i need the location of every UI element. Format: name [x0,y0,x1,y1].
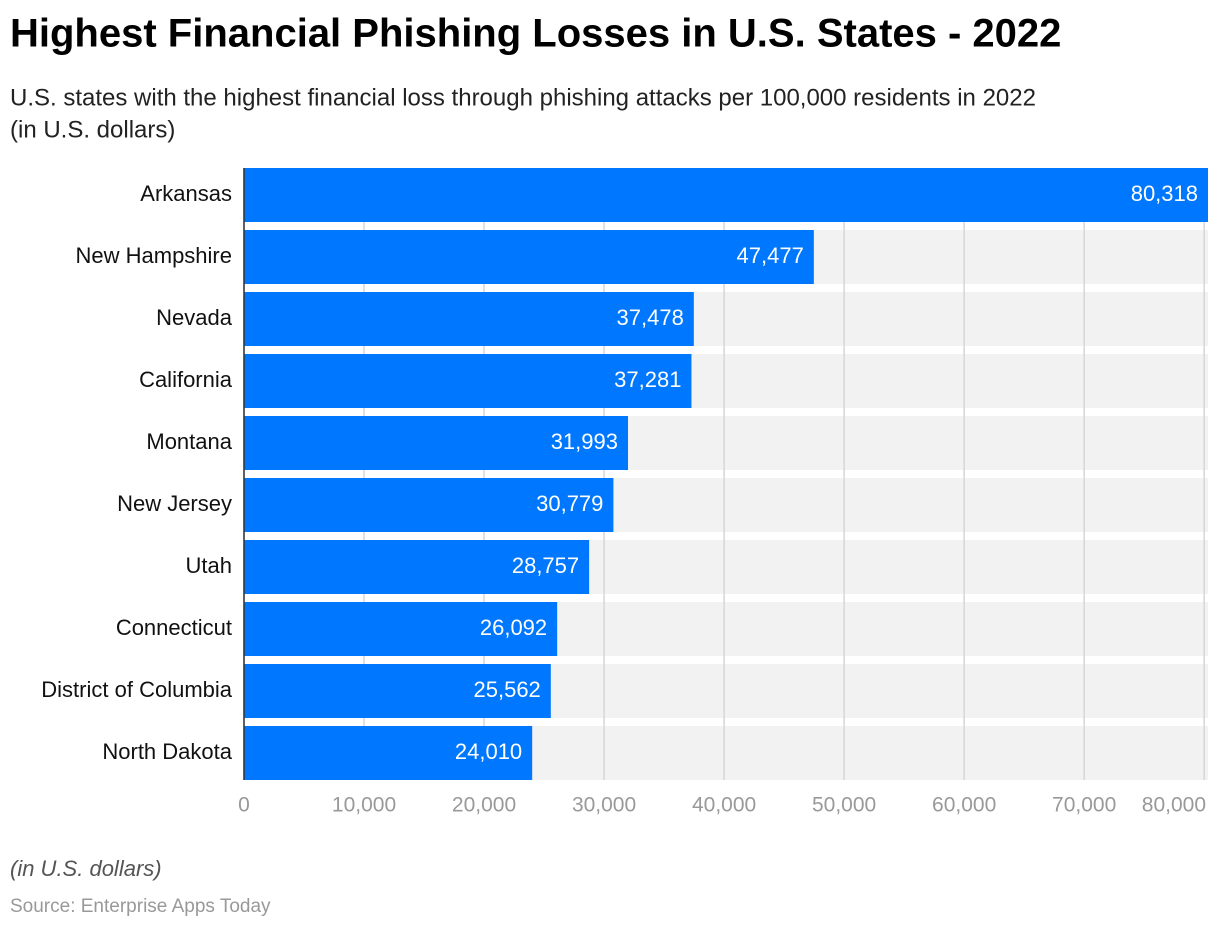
x-tick-label: 20,000 [452,794,516,817]
bar [244,292,694,346]
bar [244,664,551,718]
value-label: 25,562 [474,677,541,702]
value-label: 24,010 [455,739,522,764]
x-tick-label: 60,000 [932,794,996,817]
y-tick-label: Connecticut [116,615,232,640]
bar [244,168,1208,222]
chart-subtitle: U.S. states with the highest financial l… [10,84,1036,111]
y-tick-label: Arkansas [140,181,232,206]
value-label: 28,757 [512,553,579,578]
value-label: 30,779 [536,491,603,516]
source: Source: Enterprise Apps Today [10,896,271,917]
x-tick-label: 80,000 [1142,794,1206,817]
value-label: 37,478 [617,305,684,330]
note: (in U.S. dollars) [10,856,162,881]
x-tick-label: 70,000 [1052,794,1116,817]
x-tick-label: 30,000 [572,794,636,817]
y-tick-label: New Hampshire [76,243,233,268]
x-tick-label: 50,000 [812,794,876,817]
bar [244,230,814,284]
value-label: 37,281 [614,367,681,392]
bar [244,416,628,470]
bars [244,168,1208,780]
x-tick-label: 0 [238,794,250,817]
y-tick-label: California [139,367,233,392]
y-tick-label: District of Columbia [41,677,232,702]
value-label: 47,477 [737,243,804,268]
chart-title: Highest Financial Phishing Losses in U.S… [10,12,1061,56]
y-tick-label: New Jersey [117,491,232,516]
x-tick-label: 40,000 [692,794,756,817]
y-tick-label: Montana [146,429,232,454]
bar [244,478,614,532]
y-tick-label: North Dakota [102,739,232,764]
value-label: 26,092 [480,615,547,640]
bar [244,540,590,594]
bar [244,726,533,780]
chart-subtitle: (in U.S. dollars) [10,116,175,143]
value-label: 31,993 [551,429,618,454]
bar [244,354,692,408]
x-tick-label: 10,000 [332,794,396,817]
value-label: 80,318 [1131,181,1198,206]
bar [244,602,558,656]
y-tick-label: Nevada [156,305,233,330]
y-tick-label: Utah [186,553,232,578]
